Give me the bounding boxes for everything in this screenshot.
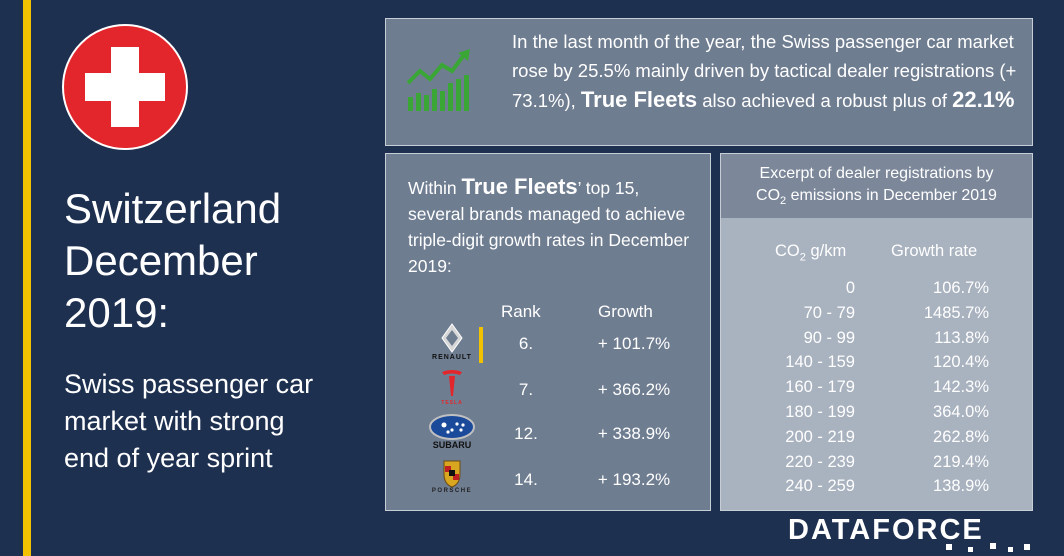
- table-row: 140 - 159 120.4%: [721, 353, 1032, 378]
- growth-rate: 120.4%: [933, 353, 989, 372]
- growth-rate: 142.3%: [933, 378, 989, 397]
- summary-panel: In the last month of the year, the Swiss…: [385, 18, 1033, 146]
- subtitle-line: end of year sprint: [64, 443, 273, 473]
- panel-title: Excerpt of dealer registrations by CO2 e…: [721, 163, 1032, 212]
- brand-growth-intro: Within True Fleets’ top 15, several bran…: [408, 174, 698, 279]
- subscript-text: 2: [780, 195, 787, 208]
- porsche-logo-icon: PORSCHE: [416, 458, 488, 502]
- table-row: 70 - 79 1485.7%: [721, 304, 1032, 329]
- subaru-stars-icon: [429, 414, 475, 440]
- summary-text-part: also achieved a robust plus of: [697, 90, 953, 111]
- rank-value: 6.: [518, 334, 534, 353]
- table-row: 240 - 259 138.9%: [721, 477, 1032, 502]
- growth-header: Growth: [598, 302, 653, 321]
- panel-header: Excerpt of dealer registrations by CO2 e…: [721, 154, 1032, 218]
- subtitle-line: Swiss passenger car: [64, 369, 314, 399]
- title-line: December: [64, 237, 258, 284]
- growth-rate: 1485.7%: [923, 303, 989, 322]
- rank-header: Rank: [501, 302, 541, 321]
- table-row: 220 - 239 219.4%: [721, 453, 1032, 478]
- brand-name: True Fleets: [461, 174, 578, 199]
- panel-title-rest: emissions in December 2019: [786, 187, 997, 204]
- renault-diamond-icon: [441, 323, 463, 353]
- intro-part: ’ top 15, several brands managed to achi…: [408, 178, 690, 276]
- dataforce-logo-text: DATAFORCE: [788, 514, 984, 546]
- brand-growth-panel: Within True Fleets’ top 15, several bran…: [385, 153, 711, 511]
- title-line: Switzerland: [64, 185, 282, 232]
- growth-rate: 262.8%: [933, 427, 989, 446]
- growth-rate-column-header: Growth rate: [891, 242, 978, 260]
- table-row: SUBARU 12. + 338.9%: [386, 412, 712, 456]
- co2-range: 220 - 239: [785, 452, 855, 471]
- highlight-marker: [479, 327, 483, 363]
- rank-value: 14.: [514, 470, 538, 489]
- subtitle-line: market with strong: [64, 406, 285, 436]
- growth-value: + 101.7%: [597, 334, 671, 353]
- growth-chart-icon: [406, 49, 470, 111]
- swiss-flag-icon: [62, 24, 188, 150]
- table-row: 180 - 199 364.0%: [721, 403, 1032, 428]
- subaru-logo-icon: SUBARU: [416, 412, 488, 456]
- rank-value: 7.: [518, 380, 534, 399]
- summary-text: In the last month of the year, the Swiss…: [512, 27, 1022, 115]
- panel-title-line: CO2 emissions in December 2019: [721, 185, 1032, 212]
- co2-range: 200 - 219: [785, 427, 855, 446]
- table-row: 160 - 179 142.3%: [721, 378, 1032, 403]
- co-text: CO: [756, 187, 781, 204]
- growth-rate: 113.8%: [934, 328, 989, 347]
- co2-column-header: CO2 g/km: [775, 242, 846, 263]
- page-title: Switzerland December 2019:: [64, 183, 364, 339]
- growth-rate: 106.7%: [933, 279, 989, 297]
- co2-range: 180 - 199: [785, 402, 855, 421]
- dataforce-logo: DATAFORCE: [788, 512, 1048, 552]
- panel-title-line: Excerpt of dealer registrations by: [759, 165, 994, 182]
- co2-table: 0 106.7% 70 - 79 1485.7% 90 - 99 113.8% 140…: [721, 279, 1032, 502]
- summary-text-part: In the last month of the year, the Swiss…: [512, 31, 1017, 111]
- table-row: 0 106.7%: [721, 279, 1032, 304]
- accent-bar: [23, 0, 31, 556]
- co2-range: 90 - 99: [803, 328, 855, 347]
- co2-range: 160 - 179: [785, 378, 855, 397]
- logo-text: PORSCHE: [431, 488, 473, 494]
- co-text: CO: [775, 242, 800, 260]
- co2-range: 70 - 79: [803, 303, 855, 322]
- logo-text: TESLA: [441, 400, 463, 406]
- co2-range: 0: [845, 279, 855, 297]
- growth-value: + 366.2%: [597, 380, 671, 399]
- growth-value: + 193.2%: [597, 470, 671, 489]
- rank-value: 12.: [514, 424, 538, 443]
- table-row: 90 - 99 113.8%: [721, 329, 1032, 354]
- growth-rate: 364.0%: [933, 402, 989, 421]
- logo-text: RENAULT: [432, 354, 472, 361]
- tesla-t-icon: [442, 370, 462, 396]
- subscript-text: 2: [799, 251, 806, 264]
- renault-logo-icon: RENAULT: [416, 322, 488, 366]
- logo-dots-icon: [946, 543, 1030, 552]
- co2-range: 140 - 159: [785, 353, 855, 372]
- table-row: RENAULT 6. + 101.7%: [386, 322, 712, 366]
- growth-value: + 338.9%: [597, 424, 671, 443]
- co2-registrations-panel: Excerpt of dealer registrations by CO2 e…: [720, 153, 1033, 511]
- co2-range: 240 - 259: [785, 477, 855, 496]
- page-subtitle: Swiss passenger car market with strong e…: [64, 366, 364, 477]
- unit-text: g/km: [805, 242, 847, 260]
- highlight-value: 22.1%: [952, 87, 1015, 112]
- title-line: 2019:: [64, 289, 170, 336]
- table-row: TESLA 7. + 366.2%: [386, 368, 712, 412]
- intro-part: Within: [408, 178, 462, 198]
- logo-text: SUBARU: [432, 440, 472, 450]
- table-row: 200 - 219 262.8%: [721, 428, 1032, 453]
- growth-rate: 138.9%: [933, 477, 989, 496]
- porsche-crest-icon: [443, 460, 461, 488]
- table-row: PORSCHE 14. + 193.2%: [386, 458, 712, 502]
- tesla-logo-icon: TESLA: [416, 368, 488, 412]
- brand-name: True Fleets: [580, 87, 698, 112]
- growth-rate: 219.4%: [933, 452, 989, 471]
